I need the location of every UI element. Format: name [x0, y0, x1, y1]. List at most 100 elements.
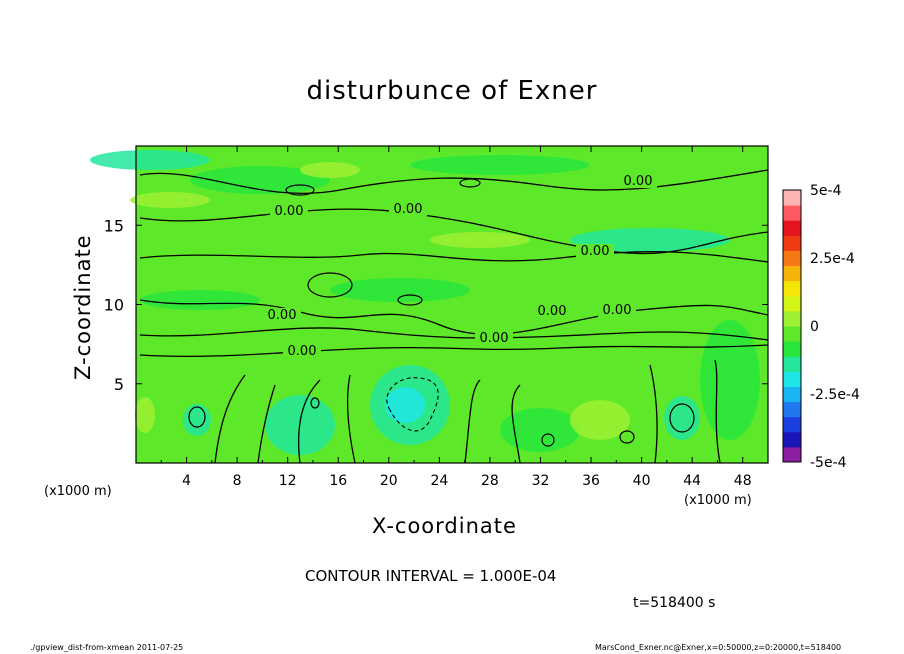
contour-label-bg	[533, 304, 571, 318]
contour-interval-label: CONTOUR INTERVAL = 1.000E-04	[305, 567, 557, 585]
negative-contour	[386, 377, 439, 432]
contour-line	[139, 299, 769, 336]
colorbar-swatch	[783, 326, 801, 342]
y-tick-label: 5	[114, 375, 124, 394]
colorbar-label: 2.5e-4	[810, 251, 855, 267]
colorbar-swatch	[783, 356, 801, 372]
x-axis-label: X-coordinate	[372, 514, 517, 538]
y-axis-label: Z-coordinate	[71, 234, 95, 380]
x-tick-label: 48	[734, 473, 752, 489]
field-shading	[140, 290, 260, 310]
contour-line	[139, 208, 769, 255]
colorbar-swatch	[783, 265, 801, 282]
footer-left: ./gpview_dist-from-xmean 2011-07-25	[30, 643, 184, 652]
field-shading	[430, 232, 530, 248]
field-shading	[183, 404, 211, 436]
contour-line	[139, 169, 769, 194]
contour-loop	[541, 433, 555, 447]
contour-line	[346, 374, 356, 464]
colorbar-swatch	[783, 220, 801, 236]
contour-line	[257, 384, 276, 464]
colorbar-swatch	[783, 205, 801, 221]
x-tick-label: 40	[633, 473, 651, 489]
colorbar-swatch	[783, 295, 801, 312]
contour-label-bg	[475, 331, 513, 345]
y-tick-label: 15	[104, 216, 124, 235]
colorbar-swatch	[783, 416, 801, 433]
contour-line	[214, 374, 246, 464]
field-shading	[190, 166, 330, 194]
contour-line	[649, 364, 658, 464]
x-tick-label: 12	[279, 473, 297, 489]
contour-loop	[188, 406, 206, 428]
contour-label: 0.00	[288, 344, 317, 359]
colorbar-label: 0	[810, 319, 819, 335]
contour-line	[139, 344, 769, 358]
x-tick-label: 32	[532, 473, 550, 489]
colorbar-swatch	[783, 250, 801, 267]
field-shading	[570, 400, 630, 440]
field-shading	[700, 320, 760, 440]
contour-loop	[307, 272, 353, 298]
colorbar-label: -5e-4	[810, 455, 847, 471]
contour-loop	[285, 184, 315, 196]
colorbar-swatch	[783, 371, 801, 387]
field-shading	[90, 150, 210, 170]
contour-line	[714, 359, 721, 464]
colorbar-label: -2.5e-4	[810, 387, 860, 403]
contour-line	[511, 384, 521, 464]
contour-label: 0.00	[581, 244, 610, 259]
contour-label-bg	[389, 202, 427, 216]
field-shading	[300, 162, 360, 178]
x-unit-left: (x1000 m)	[44, 484, 112, 499]
contour-label-bg	[619, 174, 657, 188]
contour-line	[139, 250, 769, 263]
field-shading	[330, 278, 470, 302]
x-tick-label: 4	[182, 473, 191, 489]
x-tick-label: 36	[582, 473, 600, 489]
contour-label: 0.00	[480, 331, 509, 346]
colorbar-swatch	[783, 235, 801, 251]
x-tick-label: 28	[481, 473, 499, 489]
y-tick-label: 10	[104, 296, 124, 315]
colorbar-swatch	[783, 190, 801, 206]
contour-line	[464, 379, 481, 464]
contour-label: 0.00	[624, 174, 653, 189]
colorbar-swatch	[783, 431, 801, 448]
contour-loop	[669, 403, 695, 433]
field-shading	[385, 387, 425, 423]
x-tick-label: 24	[430, 473, 448, 489]
contour-label-bg	[576, 244, 614, 258]
x-tick-label: 44	[683, 473, 701, 489]
contour-loop	[397, 294, 423, 306]
contour-label: 0.00	[268, 308, 297, 323]
colorbar-frame	[782, 189, 802, 463]
contour-line	[297, 379, 321, 464]
colorbar-swatch	[783, 341, 801, 357]
colorbar-label: 5e-4	[810, 183, 842, 199]
x-tick-label: 16	[329, 473, 347, 489]
field-shading	[500, 408, 580, 452]
contour-line	[139, 327, 769, 341]
colorbar-swatch	[783, 310, 801, 327]
x-tick-label: 20	[380, 473, 398, 489]
contour-loop	[459, 178, 481, 188]
field-shading	[130, 192, 210, 208]
field-shading	[664, 396, 700, 440]
contour-loop	[619, 430, 635, 444]
contour-label: 0.00	[394, 202, 423, 217]
contour-label-bg	[263, 308, 301, 322]
field-shading	[410, 155, 590, 175]
colorbar-swatch	[783, 401, 801, 418]
contour-label-bg	[283, 344, 321, 358]
colorbar-swatch	[783, 280, 801, 297]
colorbar-swatch	[783, 446, 801, 463]
contour-loop	[310, 397, 320, 409]
x-unit-right: (x1000 m)	[684, 493, 752, 508]
field-shading	[135, 397, 155, 433]
chart-title: disturbunce of Exner	[306, 76, 598, 106]
time-label: t=518400 s	[633, 595, 716, 611]
x-tick-label: 8	[233, 473, 242, 489]
colorbar-swatch	[783, 386, 801, 403]
